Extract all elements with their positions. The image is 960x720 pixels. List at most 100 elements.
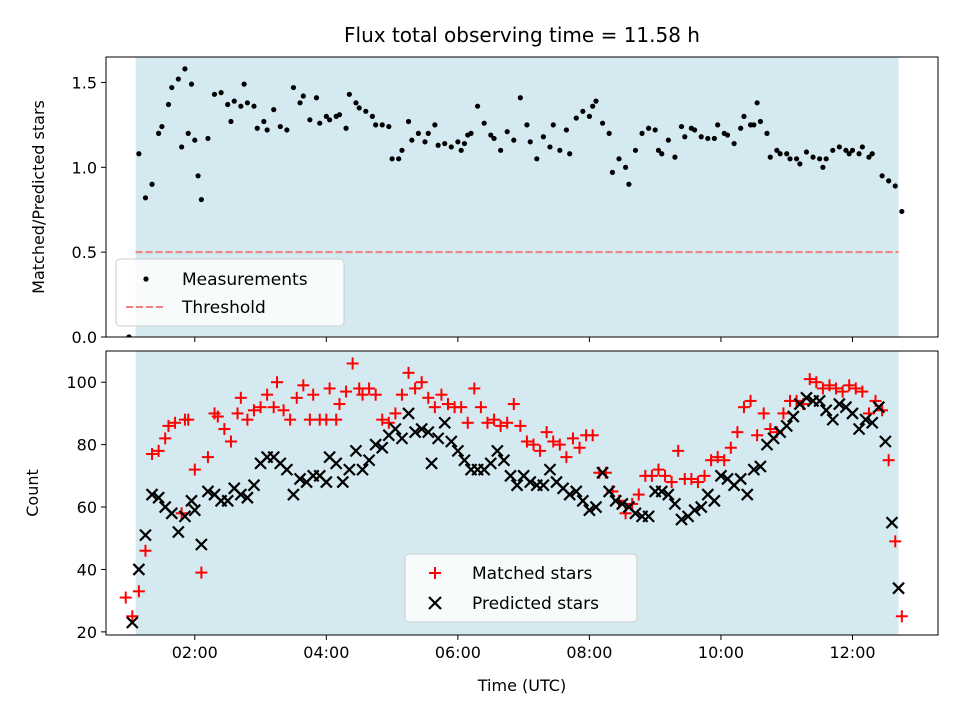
data-point	[740, 488, 754, 501]
data-point	[754, 460, 767, 473]
data-point	[320, 475, 333, 489]
data-point	[271, 107, 277, 113]
top-panel: 0.0 0.5 1.0 1.5 Flux total observing time =…	[29, 23, 939, 347]
data-point	[836, 385, 849, 398]
data-point	[179, 144, 185, 150]
data-point	[201, 451, 214, 464]
data-point	[185, 130, 191, 136]
data-point	[468, 382, 481, 395]
data-point	[363, 382, 376, 395]
data-point	[616, 497, 629, 511]
data-point	[376, 413, 389, 426]
data-point	[188, 463, 201, 476]
data-point	[382, 416, 395, 429]
data-point	[596, 466, 609, 479]
data-point	[247, 478, 261, 492]
data-point	[405, 118, 412, 125]
data-point	[340, 385, 353, 398]
data-point	[586, 429, 599, 442]
data-point	[510, 478, 524, 492]
data-point	[481, 416, 494, 429]
data-point	[833, 397, 846, 411]
data-point	[343, 463, 356, 476]
data-point	[254, 401, 267, 414]
data-point	[751, 122, 757, 128]
data-point	[254, 125, 260, 131]
data-point	[241, 413, 254, 426]
data-point	[672, 444, 685, 457]
data-point	[675, 513, 688, 526]
data-point	[724, 441, 737, 454]
data-point	[159, 123, 165, 130]
data-point	[225, 101, 231, 108]
data-point	[293, 472, 307, 486]
data-point	[327, 117, 333, 123]
data-point	[395, 388, 408, 401]
data-point	[540, 426, 553, 439]
data-point	[767, 154, 773, 160]
data-point	[139, 544, 152, 557]
data-point	[777, 407, 790, 420]
data-point	[869, 151, 875, 157]
data-point	[228, 118, 234, 125]
data-point	[665, 137, 671, 143]
data-point	[744, 394, 757, 407]
data-point	[567, 151, 573, 157]
data-point	[622, 164, 629, 170]
data-point	[461, 140, 468, 147]
data-point	[751, 429, 764, 442]
data-point	[455, 401, 468, 414]
data-point	[662, 488, 675, 501]
data-point	[498, 147, 504, 153]
y-tick-label: 1.5	[72, 73, 97, 92]
x-tick-label: 10:00	[698, 643, 744, 662]
y-tick-label: 20	[77, 623, 97, 642]
data-point	[563, 488, 576, 501]
data-point	[514, 419, 527, 432]
data-point	[774, 147, 780, 153]
data-point	[524, 122, 530, 128]
data-point	[369, 438, 382, 451]
data-point	[224, 435, 237, 448]
data-point	[461, 416, 474, 429]
data-point	[849, 147, 856, 153]
data-point	[668, 497, 682, 511]
data-point	[504, 469, 517, 483]
data-point	[836, 144, 842, 150]
bottom-legend: Matched stars Predicted stars	[404, 553, 638, 623]
data-point	[632, 488, 645, 501]
data-point	[573, 115, 579, 121]
data-point	[165, 101, 172, 108]
data-point	[787, 410, 800, 423]
data-point	[284, 127, 290, 133]
data-point	[185, 494, 198, 508]
data-point	[494, 419, 507, 432]
data-point	[741, 113, 747, 119]
data-point	[738, 125, 744, 131]
data-point	[468, 130, 474, 136]
data-point	[879, 435, 892, 448]
data-point	[563, 127, 569, 133]
data-point	[448, 144, 454, 150]
data-point	[389, 422, 402, 436]
top-plot-frame	[105, 56, 939, 338]
data-point	[139, 528, 152, 542]
data-point	[843, 379, 856, 392]
data-point	[885, 516, 899, 529]
data-point	[182, 413, 195, 426]
data-point	[435, 142, 441, 148]
data-point	[609, 494, 623, 508]
data-point	[599, 120, 606, 126]
data-point	[458, 453, 471, 467]
data-point	[290, 84, 297, 91]
data-point	[639, 130, 645, 136]
data-point	[642, 510, 655, 523]
data-point	[523, 475, 537, 489]
data-point	[198, 196, 204, 203]
data-point	[826, 413, 840, 426]
data-point	[395, 432, 409, 445]
data-point	[218, 90, 224, 96]
data-point	[247, 404, 260, 417]
data-point	[277, 404, 290, 417]
data-point	[553, 438, 566, 451]
